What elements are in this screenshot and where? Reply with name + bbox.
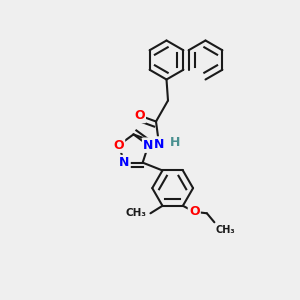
Text: O: O <box>189 205 200 218</box>
Text: N: N <box>154 137 164 151</box>
Text: CH₃: CH₃ <box>216 225 236 235</box>
Text: CH₃: CH₃ <box>126 208 147 218</box>
Text: N: N <box>143 139 154 152</box>
Text: O: O <box>134 109 145 122</box>
Text: N: N <box>119 156 130 169</box>
Text: H: H <box>170 136 181 149</box>
Text: O: O <box>113 139 124 152</box>
